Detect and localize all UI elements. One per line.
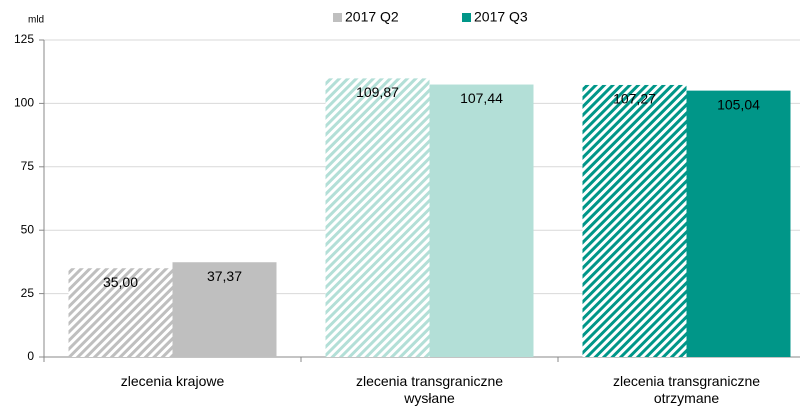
y-tick-label: 125 — [14, 32, 34, 46]
value-label: 109,87 — [356, 84, 399, 100]
bar — [582, 84, 687, 357]
value-label: 105,04 — [717, 96, 760, 112]
x-tick-label: zlecenia krajowe — [121, 373, 225, 389]
bar — [429, 84, 534, 357]
bar — [325, 78, 430, 357]
y-unit-label: mld — [28, 15, 44, 26]
value-label: 107,44 — [460, 90, 503, 106]
legend-swatch — [333, 13, 342, 22]
y-tick-label: 50 — [21, 222, 35, 236]
y-tick-label: 100 — [14, 96, 34, 110]
x-tick-label: zlecenia transgraniczne wysłane — [356, 373, 503, 406]
bar — [172, 262, 277, 357]
legend-swatch — [462, 13, 471, 22]
bar — [68, 268, 173, 357]
bar — [686, 90, 791, 357]
value-label: 35,00 — [103, 274, 138, 290]
y-tick-label: 25 — [21, 286, 35, 300]
value-label: 37,37 — [207, 268, 242, 284]
y-tick-label: 75 — [21, 159, 35, 173]
x-tick-label: zlecenia transgraniczne otrzymane — [613, 373, 760, 406]
value-label: 107,27 — [613, 91, 656, 107]
y-tick-label: 0 — [27, 349, 34, 363]
legend-label: 2017 Q3 — [474, 9, 528, 25]
legend-label: 2017 Q2 — [345, 9, 399, 25]
